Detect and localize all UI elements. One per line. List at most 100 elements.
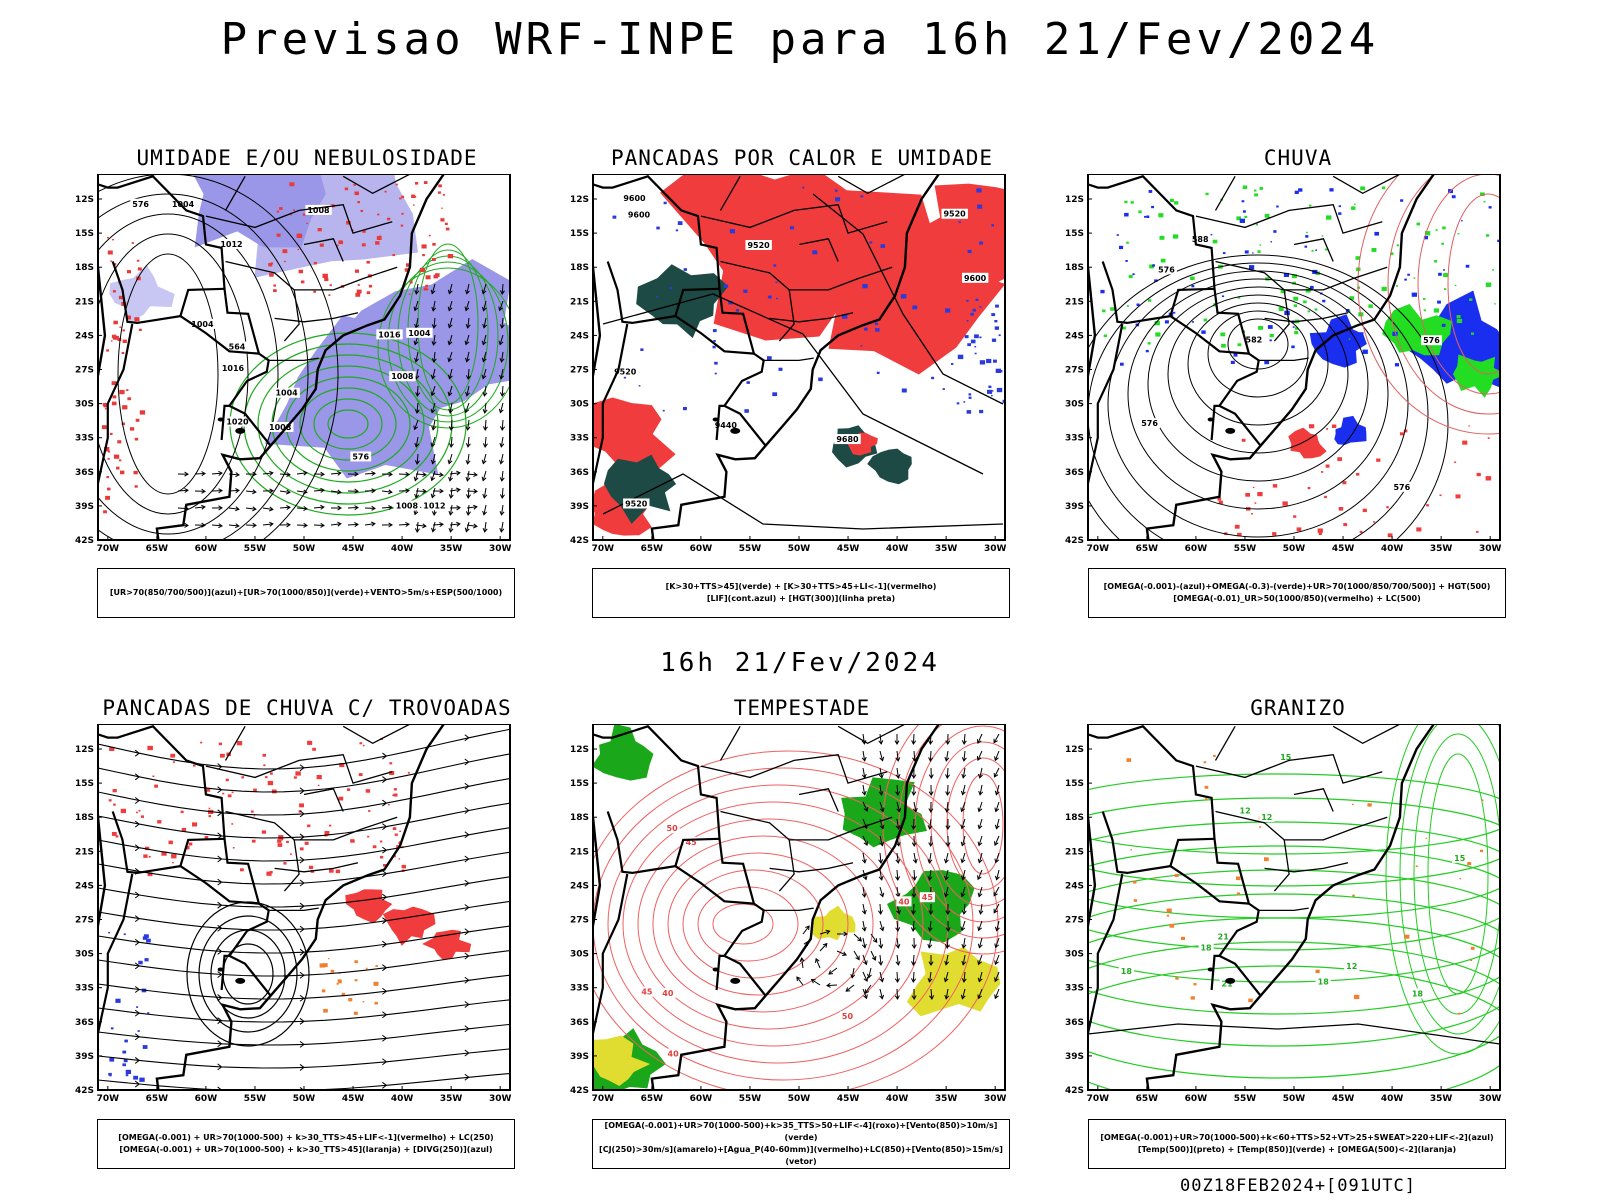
contour-label: 1012 [218,238,245,249]
wind-vector [927,818,933,830]
omega-strong-area [1174,201,1179,205]
wind-shaft [465,334,470,345]
omega-strong-area [1221,343,1226,348]
lat-tick-label: 36S [570,1018,589,1028]
lifted-index-contour [963,401,966,403]
wind-shaft [484,419,487,431]
wind-shaft [482,470,487,481]
instability-area [593,397,676,476]
rain-area [1454,461,1457,463]
wind-shaft [414,300,419,311]
pressure-contour [98,193,309,540]
wind-shaft [500,436,504,447]
lifted-index-contour [835,197,841,202]
wind-vector [481,283,487,295]
lon-tick-label: 45W [837,544,860,554]
lon-tick-label: 70W [1087,544,1110,554]
wind-head [431,306,437,312]
wind-vector [211,523,223,529]
omega-area [1191,321,1194,323]
red-contour [110,260,113,262]
wind-shaft [945,886,949,897]
wind-vector [347,488,359,494]
wind-head [845,987,851,992]
wind-vector [927,852,933,864]
wind-head [337,470,342,476]
lifted-index-contour [979,306,982,308]
lat-tick-label: 39S [570,502,589,512]
wind-head [872,938,878,943]
wind-shaft [448,334,453,345]
thunderstorm-area [362,744,365,747]
wind-head [413,510,419,516]
wind-vector [895,784,901,796]
lat-tick-label: 36S [75,468,94,478]
thickness-label-red [362,230,366,233]
wind-head [499,392,505,397]
lifted-index-contour [789,226,794,230]
geography [98,174,446,540]
wind-head [499,527,505,533]
panel-title-trovoadas: PANCADAS DE CHUVA C/ TROVOADAS [102,696,512,720]
wind-head [863,994,868,1000]
contour-label-text: 1012 [220,240,242,249]
lon-tick-label: 70W [1087,1094,1110,1104]
convection-area [375,965,378,967]
lifted-index-contour [979,336,982,339]
rain-area [1326,428,1329,430]
wind-vector [398,488,410,494]
precipitable-water-contour [667,852,849,996]
contour-label: 18 [1409,988,1426,999]
convection-area [323,1008,328,1013]
thunderstorm-area [335,869,341,874]
wind-head [498,408,504,414]
lat-tick-label: 33S [1065,434,1084,444]
streamline-arrow [464,1001,470,1008]
lon-tick-label: 55W [1234,544,1257,554]
contour-label-text: 15 [1280,753,1292,762]
wind-shaft [996,920,1000,931]
red-contour [113,454,120,459]
red-contour [127,397,131,401]
wind-head [482,443,488,448]
red-contour [122,339,127,343]
omega-strong-area [1138,210,1142,214]
contour-label: 12 [1344,961,1360,972]
wind-vector [945,818,951,830]
wind-shaft [432,473,444,476]
wind-shaft [398,473,410,475]
lon-tick-label: 30W [489,1094,512,1104]
lat-tick-label: 33S [75,984,94,994]
lifted-index-contour [663,201,667,205]
omega-500-area [1166,908,1172,913]
legend-tempestade: [OMEGA(-0.001)+UR>70(1000-500)+k>35_TTS>… [592,1119,1010,1169]
wind-shaft [977,733,983,744]
wind-head [388,505,393,511]
jet-stream-area [593,1035,651,1086]
wind-vector [961,903,967,915]
contour-label-bg [683,836,699,847]
wind-shaft [912,920,915,932]
wind-vector [978,784,984,796]
wind-shaft [466,506,477,509]
omega-strong-area [1442,226,1446,230]
thickness-label-red [375,241,380,245]
wind-shaft [913,801,917,812]
omega-strong-area [1172,234,1179,239]
wind-head [473,488,478,494]
convection-area [362,1001,365,1003]
thunderstorm-area [115,835,119,838]
wind-vector [313,522,325,528]
wind-vector [845,984,855,992]
wind-head [945,774,951,779]
wind-vector [464,402,470,414]
thickness-label-red [445,227,450,231]
omega-strong-area [1423,298,1426,300]
wind-head [927,859,933,864]
rain-area [1455,494,1461,499]
divergence-area [110,1027,114,1030]
wind-vector [296,522,308,528]
wind-vector [929,988,935,1000]
wind-vector [447,317,453,329]
wind-head [977,960,982,966]
